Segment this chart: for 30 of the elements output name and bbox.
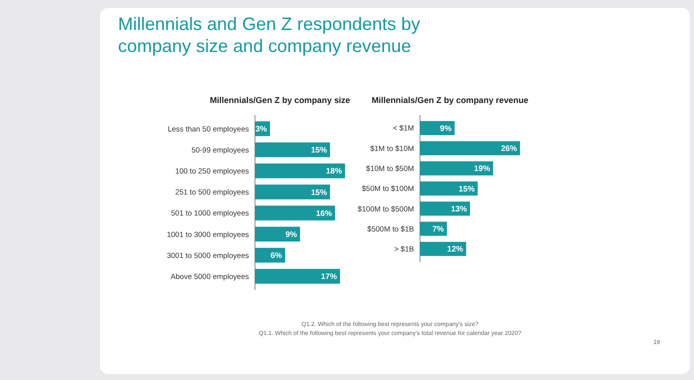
bar xyxy=(420,161,494,176)
bar xyxy=(420,202,470,216)
bar xyxy=(420,222,447,236)
bar xyxy=(255,226,300,242)
bar xyxy=(420,181,478,196)
data-label: 13% xyxy=(450,204,467,214)
data-label: 9% xyxy=(285,230,297,239)
bar xyxy=(255,163,345,178)
bar xyxy=(255,206,335,220)
data-label: 26% xyxy=(500,144,517,154)
bar xyxy=(420,242,466,256)
text: Millennials and Gen Z respondents by company size and company revenue xyxy=(118,14,420,56)
bar xyxy=(255,142,330,158)
bar xyxy=(255,268,340,284)
data-label: 18% xyxy=(326,166,342,176)
data-label: 19% xyxy=(474,164,490,174)
bar xyxy=(255,184,330,200)
data-label: 16% xyxy=(316,208,332,218)
bar xyxy=(420,141,520,156)
data-label: 15% xyxy=(310,146,327,155)
data-label: 9% xyxy=(440,124,452,133)
data-label: 6% xyxy=(270,251,282,260)
chart-title: Millennials/Gen Z by company size xyxy=(210,95,350,105)
data-label: 3% xyxy=(255,124,267,134)
data-label: 12% xyxy=(447,244,464,254)
data-label: 7% xyxy=(432,224,444,234)
data-label: 17% xyxy=(320,272,337,282)
chart-title: Millennials/Gen Z by company revenue xyxy=(372,95,529,105)
data-label: 15% xyxy=(310,188,327,197)
data-label: 15% xyxy=(458,184,475,194)
